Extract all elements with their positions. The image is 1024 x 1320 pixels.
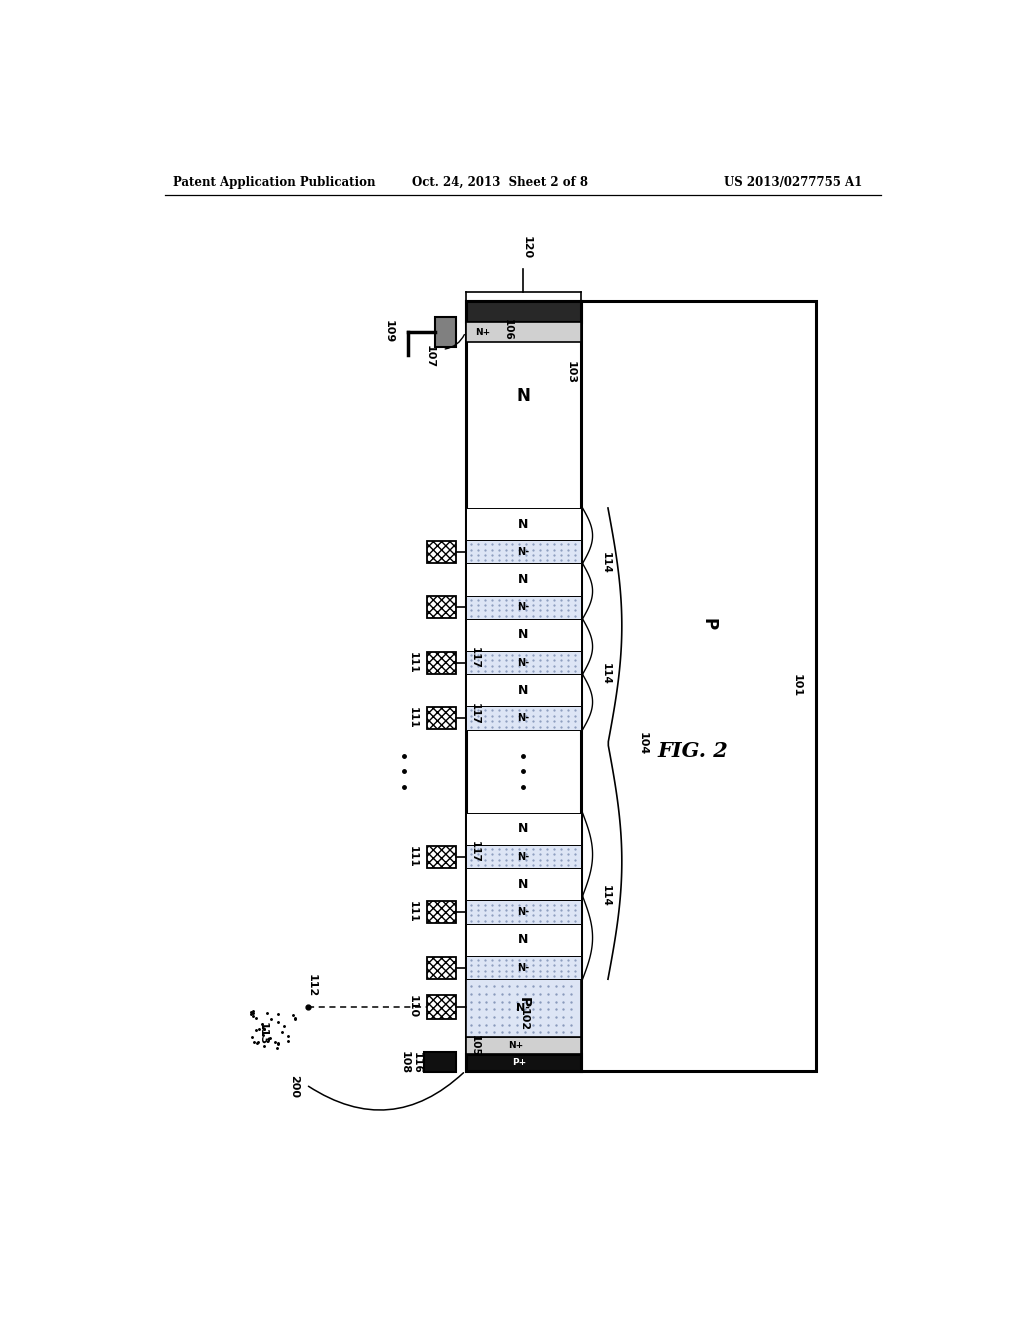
Text: US 2013/0277755 A1: US 2013/0277755 A1	[724, 176, 862, 189]
Text: 117: 117	[470, 702, 480, 725]
Text: P+: P+	[512, 1057, 526, 1067]
Text: N: N	[518, 517, 528, 531]
Bar	[435, 317, 457, 347]
Text: 114: 114	[601, 664, 610, 685]
Bar	[466, 322, 581, 342]
Text: 112: 112	[306, 974, 316, 997]
Text: N-: N-	[516, 1003, 530, 1012]
Text: 102: 102	[518, 1008, 528, 1031]
Bar	[466, 564, 581, 595]
Text: N: N	[518, 684, 528, 697]
Text: 200: 200	[289, 1074, 299, 1098]
Bar	[466, 869, 581, 900]
Text: 101: 101	[792, 675, 802, 697]
Bar	[466, 845, 581, 869]
Text: N: N	[518, 933, 528, 946]
Bar	[466, 619, 581, 651]
Text: N: N	[518, 573, 528, 586]
Text: N: N	[516, 387, 530, 404]
Text: 104: 104	[638, 733, 647, 755]
Text: Oct. 24, 2013  Sheet 2 of 8: Oct. 24, 2013 Sheet 2 of 8	[412, 176, 588, 189]
Text: N-: N-	[517, 962, 529, 973]
Bar	[427, 597, 457, 618]
Text: 106: 106	[503, 319, 513, 341]
Text: 113: 113	[258, 1022, 268, 1045]
Text: 116: 116	[412, 1052, 422, 1073]
Bar	[424, 1052, 457, 1072]
Text: P: P	[699, 618, 717, 631]
Bar	[427, 957, 457, 978]
Text: FIG. 2: FIG. 2	[657, 742, 728, 762]
Text: 111: 111	[409, 708, 418, 729]
Text: 108: 108	[399, 1051, 410, 1074]
Text: 107: 107	[424, 346, 434, 368]
Text: 105: 105	[470, 1035, 480, 1056]
Text: N: N	[518, 628, 528, 642]
Bar	[466, 924, 581, 956]
Bar	[466, 900, 581, 924]
Bar	[466, 301, 581, 322]
Text: 109: 109	[384, 321, 393, 343]
Text: N: N	[518, 822, 528, 836]
Text: N-: N-	[517, 546, 529, 557]
Bar	[427, 708, 457, 729]
Text: P: P	[516, 997, 530, 1007]
Bar	[466, 301, 816, 1071]
Text: N-: N-	[517, 851, 529, 862]
Text: 117: 117	[470, 841, 480, 863]
Bar	[466, 540, 581, 564]
Text: Patent Application Publication: Patent Application Publication	[173, 176, 376, 189]
Text: N-: N-	[517, 713, 529, 723]
Text: N-: N-	[517, 657, 529, 668]
Bar	[466, 706, 581, 730]
Text: 111: 111	[409, 902, 418, 923]
Bar	[466, 1053, 581, 1071]
Text: N-: N-	[517, 602, 529, 612]
Bar	[427, 995, 457, 1019]
Bar	[466, 813, 581, 845]
Text: N-: N-	[517, 907, 529, 917]
Bar	[466, 1038, 581, 1053]
Text: N+: N+	[475, 327, 490, 337]
Text: 114: 114	[601, 553, 610, 574]
Text: 120: 120	[522, 236, 532, 259]
Bar	[466, 675, 581, 706]
Bar	[466, 595, 581, 619]
Text: 117: 117	[470, 647, 480, 669]
Text: 111: 111	[409, 846, 418, 867]
Bar	[466, 651, 581, 675]
Bar	[427, 902, 457, 923]
Bar	[466, 979, 581, 1038]
Bar	[427, 652, 457, 673]
Bar	[466, 508, 581, 540]
Bar	[466, 956, 581, 979]
Text: N: N	[518, 878, 528, 891]
Text: N+: N+	[508, 1041, 523, 1049]
Text: 114: 114	[601, 886, 610, 907]
Text: 103: 103	[566, 360, 575, 384]
Text: 111: 111	[409, 652, 418, 673]
Bar	[427, 541, 457, 562]
Text: 110: 110	[409, 995, 418, 1019]
Bar	[427, 846, 457, 867]
